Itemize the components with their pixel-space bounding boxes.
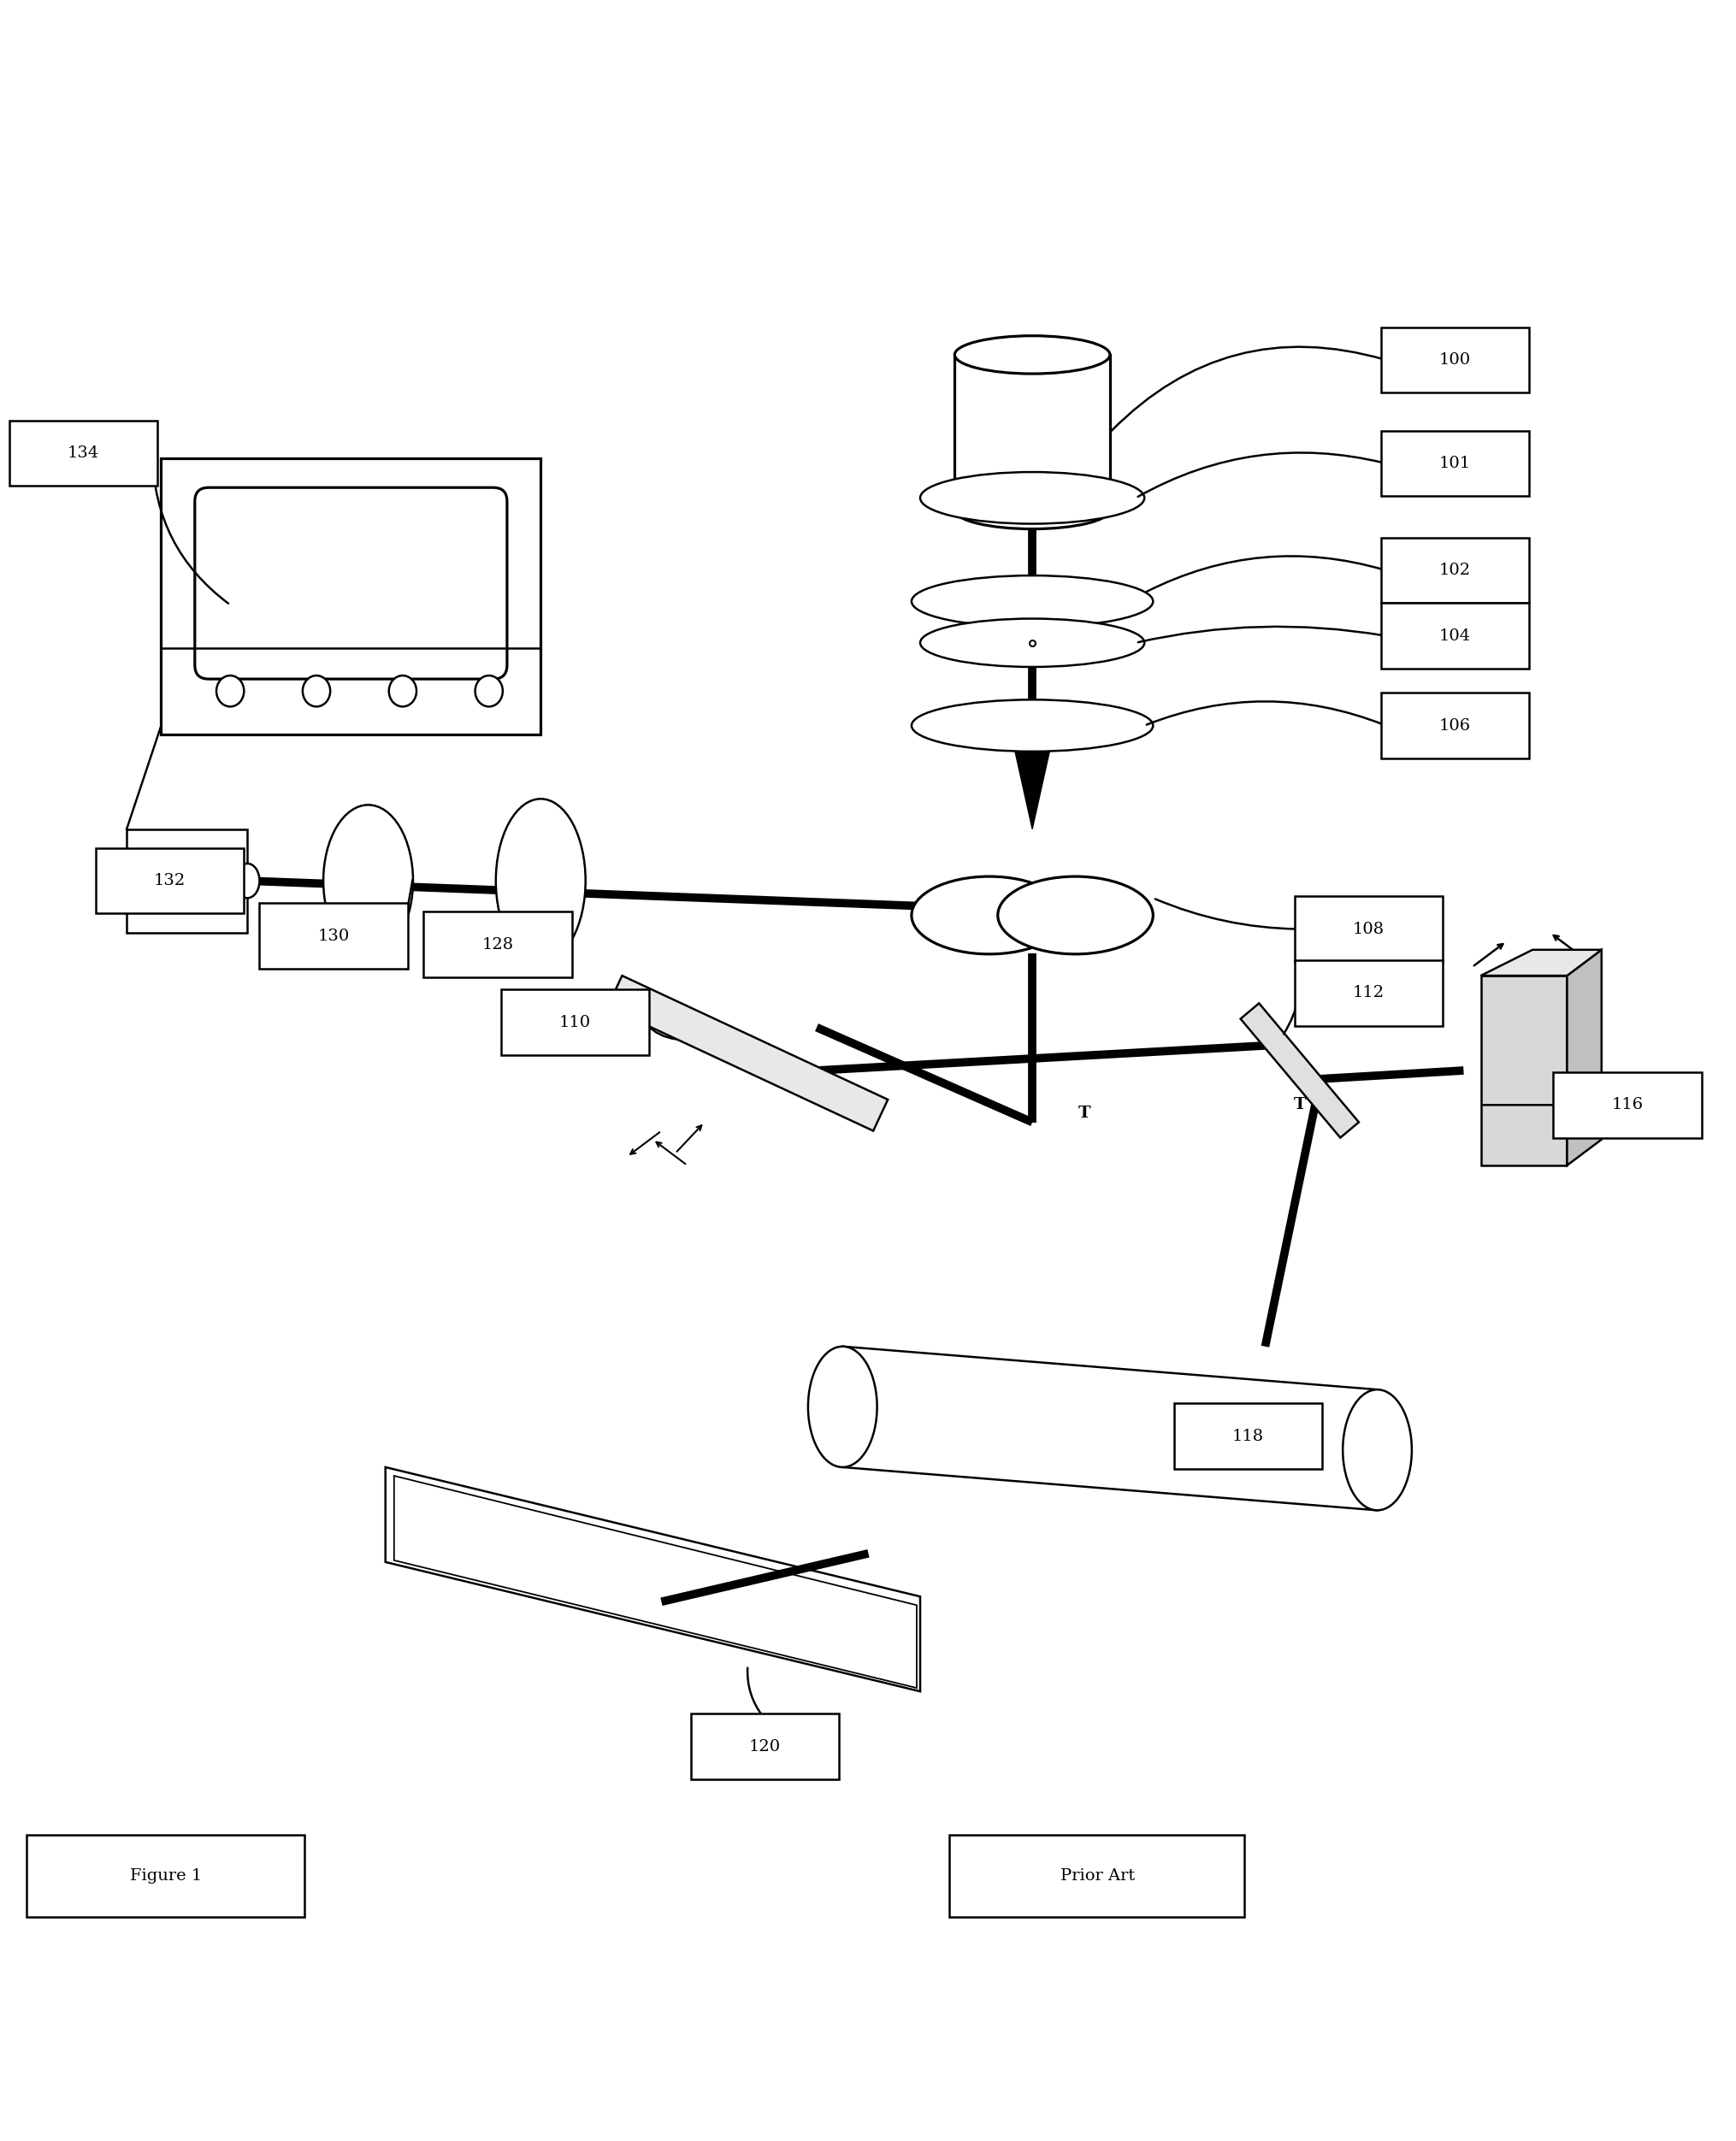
Polygon shape [842, 1347, 1377, 1509]
Ellipse shape [920, 471, 1144, 525]
Bar [127, 829, 247, 933]
Ellipse shape [996, 876, 1153, 955]
Ellipse shape [807, 1347, 877, 1467]
FancyBboxPatch shape [950, 1835, 1245, 1918]
Ellipse shape [217, 677, 243, 707]
FancyBboxPatch shape [1552, 1073, 1701, 1137]
FancyBboxPatch shape [95, 848, 243, 914]
Text: 128: 128 [481, 938, 514, 953]
Text: 101: 101 [1439, 456, 1470, 471]
FancyBboxPatch shape [1380, 328, 1528, 392]
Ellipse shape [911, 876, 1066, 955]
Text: 104: 104 [1439, 627, 1470, 644]
Text: 100: 100 [1439, 353, 1470, 368]
Polygon shape [394, 1475, 917, 1687]
Text: Figure 1: Figure 1 [130, 1869, 203, 1884]
Bar [955, 355, 1109, 510]
Ellipse shape [955, 490, 1109, 529]
Text: 120: 120 [748, 1738, 781, 1753]
Text: 106: 106 [1439, 717, 1470, 732]
FancyBboxPatch shape [500, 989, 649, 1056]
FancyBboxPatch shape [9, 420, 158, 486]
FancyBboxPatch shape [1293, 897, 1443, 961]
Polygon shape [608, 976, 887, 1130]
Bar [161, 458, 540, 734]
Ellipse shape [1342, 1390, 1411, 1509]
Polygon shape [1481, 951, 1601, 976]
Polygon shape [1240, 1004, 1358, 1137]
Ellipse shape [911, 700, 1153, 751]
FancyBboxPatch shape [691, 1713, 838, 1779]
Text: 130: 130 [318, 929, 349, 944]
Text: 112: 112 [1352, 985, 1384, 1000]
FancyBboxPatch shape [1380, 537, 1528, 604]
FancyBboxPatch shape [26, 1835, 304, 1918]
Ellipse shape [323, 805, 413, 957]
Text: 132: 132 [155, 874, 186, 889]
Polygon shape [1014, 751, 1049, 829]
FancyBboxPatch shape [194, 488, 507, 679]
Text: 110: 110 [559, 1015, 590, 1030]
Text: Prior Art: Prior Art [1061, 1869, 1135, 1884]
FancyBboxPatch shape [424, 912, 571, 978]
FancyBboxPatch shape [1174, 1402, 1321, 1469]
FancyBboxPatch shape [1293, 959, 1443, 1026]
Text: 118: 118 [1231, 1428, 1264, 1443]
Text: 108: 108 [1352, 921, 1384, 938]
Ellipse shape [495, 799, 585, 963]
Bar [1481, 976, 1566, 1165]
Text: 102: 102 [1439, 563, 1470, 578]
Ellipse shape [302, 677, 330, 707]
Polygon shape [1566, 951, 1601, 1165]
Ellipse shape [389, 677, 417, 707]
FancyBboxPatch shape [1380, 430, 1528, 497]
FancyBboxPatch shape [1380, 604, 1528, 668]
Text: T: T [1078, 1107, 1090, 1122]
Text: 116: 116 [1611, 1098, 1642, 1113]
FancyBboxPatch shape [259, 904, 408, 968]
Ellipse shape [920, 619, 1144, 668]
Text: 134: 134 [68, 445, 99, 460]
Ellipse shape [955, 336, 1109, 375]
Ellipse shape [911, 576, 1153, 627]
Polygon shape [385, 1467, 920, 1691]
Text: T: T [1293, 1098, 1305, 1113]
Ellipse shape [476, 677, 502, 707]
FancyBboxPatch shape [1380, 694, 1528, 758]
Ellipse shape [236, 863, 259, 897]
